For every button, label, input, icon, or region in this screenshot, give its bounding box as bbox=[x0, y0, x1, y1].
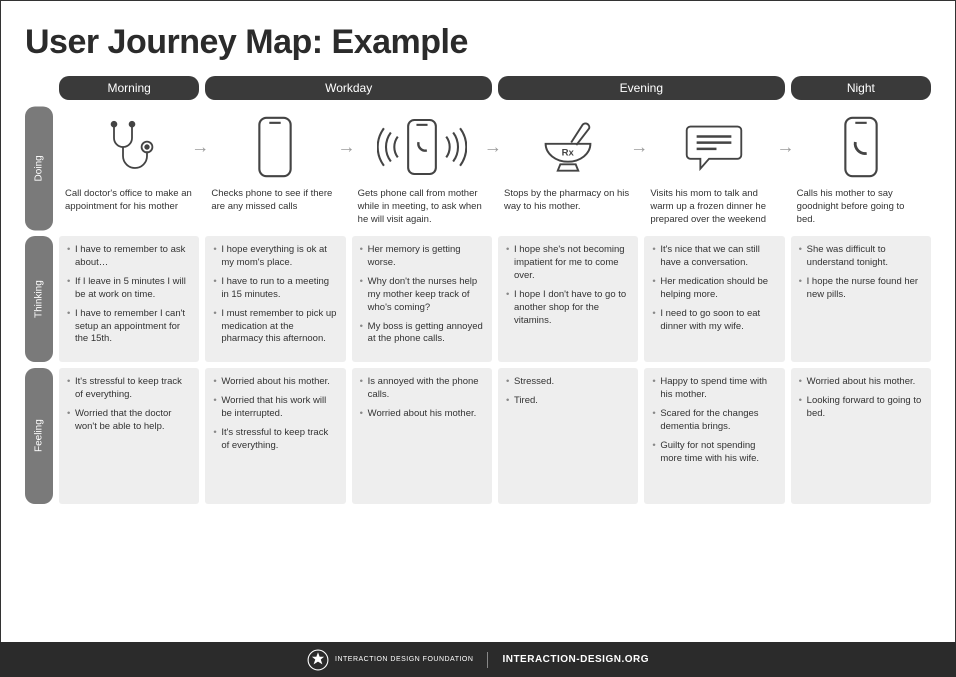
list-item: I have to remember I can't setup an appo… bbox=[65, 308, 191, 346]
list-item: Why don't the nurses help my mother keep… bbox=[358, 276, 484, 314]
footer-org: INTERACTION DESIGN FOUNDATION bbox=[335, 656, 473, 664]
footer-logo: INTERACTION DESIGN FOUNDATION bbox=[307, 649, 473, 671]
thinking-step-2: I hope everything is ok at my mom's plac… bbox=[205, 236, 345, 362]
thinking-step-5: It's nice that we can still have a conve… bbox=[644, 236, 784, 362]
corner-spacer bbox=[25, 76, 53, 100]
feeling-step-2: Worried about his mother. Worried that hi… bbox=[205, 368, 345, 504]
list-item: Stressed. bbox=[504, 376, 630, 389]
stethoscope-icon bbox=[99, 117, 159, 177]
list-item: Worried that his work will be interrupte… bbox=[211, 395, 337, 421]
list-item: I hope I don't have to go to another sho… bbox=[504, 289, 630, 327]
list-item: I hope the nurse found her new pills. bbox=[797, 276, 923, 302]
doing-text: Calls his mother to say goodnight before… bbox=[791, 182, 931, 230]
doing-text: Gets phone call from mother while in mee… bbox=[352, 182, 492, 230]
list-item: If I leave in 5 minutes I will be at wor… bbox=[65, 276, 191, 302]
list-item: Her memory is getting worse. bbox=[358, 244, 484, 270]
list-item: Guilty for not spending more time with h… bbox=[650, 440, 776, 466]
list-item: Looking forward to going to bed. bbox=[797, 395, 923, 421]
chat-icon bbox=[683, 119, 745, 175]
list-item: I have to remember to ask about… bbox=[65, 244, 191, 270]
doing-text: Stops by the pharmacy on his way to his … bbox=[498, 182, 638, 218]
doing-step-6: Calls his mother to say goodnight before… bbox=[791, 106, 931, 230]
list-item: I have to run to a meeting in 15 minutes… bbox=[211, 276, 337, 302]
list-item: Worried about his mother. bbox=[211, 376, 337, 389]
thinking-step-6: She was difficult to understand tonight.… bbox=[791, 236, 931, 362]
footer-url: INTERACTION-DESIGN.ORG bbox=[502, 654, 649, 665]
feeling-step-6: Worried about his mother. Looking forward… bbox=[791, 368, 931, 504]
list-item: Worried that the doctor won't be able to… bbox=[65, 408, 191, 434]
feeling-step-4: Stressed. Tired. bbox=[498, 368, 638, 504]
list-item: Is annoyed with the phone calls. bbox=[358, 376, 484, 402]
feeling-step-1: It's stressful to keep track of everythi… bbox=[59, 368, 199, 504]
list-item: I hope she's not becoming impatient for … bbox=[504, 244, 630, 282]
doing-step-2: → Checks phone to see if there are any m… bbox=[205, 106, 345, 230]
list-item: I hope everything is ok at my mom's plac… bbox=[211, 244, 337, 270]
doing-step-4: Rx → Stops by the pharmacy on his way to… bbox=[498, 106, 638, 230]
page-title: User Journey Map: Example bbox=[25, 23, 931, 62]
rowlabel-feeling: Feeling bbox=[25, 368, 53, 504]
list-item: I must remember to pick up medication at… bbox=[211, 308, 337, 346]
list-item: It's stressful to keep track of everythi… bbox=[211, 427, 337, 453]
doing-text: Visits his mom to talk and warm up a fro… bbox=[644, 182, 784, 230]
rowlabel-doing: Doing bbox=[25, 106, 53, 230]
list-item: She was difficult to understand tonight. bbox=[797, 244, 923, 270]
list-item: Happy to spend time with his mother. bbox=[650, 376, 776, 402]
journey-grid: Morning Workday Evening Night Doing Thin… bbox=[25, 76, 931, 504]
mortar-pestle-icon: Rx bbox=[536, 117, 600, 177]
footer: INTERACTION DESIGN FOUNDATION INTERACTIO… bbox=[0, 642, 956, 677]
phase-workday: Workday bbox=[205, 76, 492, 100]
phone-ringing-icon bbox=[377, 115, 467, 179]
doing-text: Call doctor's office to make an appointm… bbox=[59, 182, 199, 218]
list-item: Her medication should be helping more. bbox=[650, 276, 776, 302]
list-item: Worried about his mother. bbox=[358, 408, 484, 421]
list-item: Tired. bbox=[504, 395, 630, 408]
svg-text:Rx: Rx bbox=[562, 147, 575, 158]
list-item: My boss is getting annoyed at the phone … bbox=[358, 321, 484, 347]
list-item: It's stressful to keep track of everythi… bbox=[65, 376, 191, 402]
thinking-step-4: I hope she's not becoming impatient for … bbox=[498, 236, 638, 362]
phase-morning: Morning bbox=[59, 76, 199, 100]
phone-icon bbox=[253, 115, 297, 179]
doing-text: Checks phone to see if there are any mis… bbox=[205, 182, 345, 218]
logo-icon bbox=[307, 649, 329, 671]
phase-evening: Evening bbox=[498, 76, 785, 100]
phone-call-icon bbox=[839, 115, 883, 179]
thinking-step-3: Her memory is getting worse. Why don't th… bbox=[352, 236, 492, 362]
doing-step-3: → Gets phone call from mother while in m… bbox=[352, 106, 492, 230]
doing-step-5: → Visits his mom to talk and warm up a f… bbox=[644, 106, 784, 230]
doing-step-1: → Call doctor's office to make an appoin… bbox=[59, 106, 199, 230]
list-item: Worried about his mother. bbox=[797, 376, 923, 389]
feeling-step-3: Is annoyed with the phone calls. Worried … bbox=[352, 368, 492, 504]
footer-divider bbox=[487, 652, 488, 668]
rowlabel-thinking: Thinking bbox=[25, 236, 53, 362]
feeling-step-5: Happy to spend time with his mother. Scar… bbox=[644, 368, 784, 504]
list-item: Scared for the changes dementia brings. bbox=[650, 408, 776, 434]
list-item: It's nice that we can still have a conve… bbox=[650, 244, 776, 270]
list-item: I need to go soon to eat dinner with my … bbox=[650, 308, 776, 334]
thinking-step-1: I have to remember to ask about… If I lea… bbox=[59, 236, 199, 362]
phase-night: Night bbox=[791, 76, 931, 100]
